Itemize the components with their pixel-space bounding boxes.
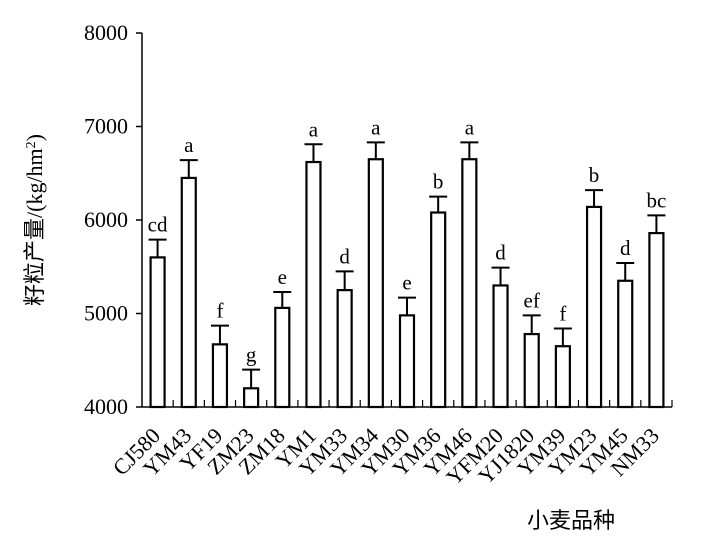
significance-letter: f: [216, 299, 223, 323]
significance-letter: a: [309, 117, 319, 141]
bar: [523, 332, 540, 409]
bar: [554, 345, 571, 409]
y-tick-label: 4000: [84, 394, 128, 419]
bar: [492, 284, 509, 409]
error-bars: [148, 141, 666, 389]
significance-letter: b: [433, 170, 444, 194]
bar: [305, 160, 322, 409]
bar: [430, 211, 447, 409]
significance-letter: bc: [646, 188, 666, 212]
bar: [336, 289, 353, 409]
bar: [585, 205, 603, 409]
y-tick-label: 6000: [84, 207, 128, 232]
significance-letter: e: [278, 265, 287, 289]
bar: [274, 306, 291, 409]
x-axis-tick-labels: CJ580YM43YF19ZM23ZM18YM1YM33YM34YM30YM36…: [108, 423, 664, 490]
significance-letter: d: [495, 241, 506, 265]
significance-letter: a: [184, 133, 194, 157]
significance-letter: cd: [148, 213, 168, 237]
significance-letter: d: [339, 244, 350, 268]
y-tick-label: 7000: [84, 114, 128, 139]
bar: [211, 343, 229, 409]
bar: [617, 279, 634, 409]
significance-letter: g: [246, 343, 257, 367]
bar: [149, 256, 166, 409]
significance-letter: a: [465, 115, 475, 139]
y-tick-label: 5000: [84, 301, 128, 326]
bar: [461, 158, 478, 409]
significance-letter: d: [620, 236, 631, 260]
significance-letter: e: [402, 271, 411, 295]
y-axis-label: 籽粒产量/(kg/hm2): [22, 134, 47, 306]
bar: [367, 158, 384, 409]
significance-letter: b: [589, 163, 600, 187]
significance-letter: f: [559, 301, 566, 325]
bar: [243, 387, 260, 409]
y-axis-ticks: 4000 5000 6000 7000 8000: [84, 20, 142, 419]
x-axis-label: 小麦品种: [527, 508, 615, 533]
significance-letter: ef: [524, 288, 540, 312]
bar: [398, 314, 416, 409]
bar: [648, 231, 665, 409]
bar: [180, 176, 197, 409]
y-tick-label: 8000: [84, 20, 128, 45]
significance-letter: a: [371, 115, 381, 139]
